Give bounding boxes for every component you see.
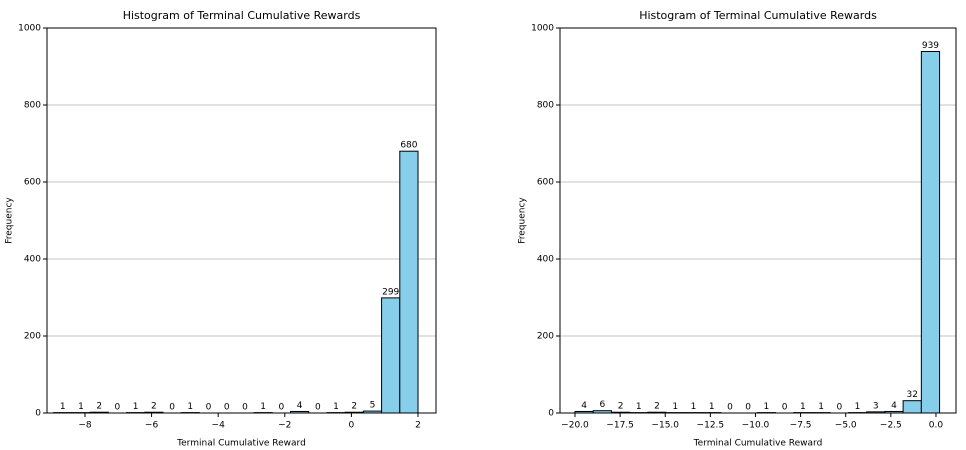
plot-frame <box>46 27 437 414</box>
data-label: 0 <box>115 403 121 413</box>
data-label: 2 <box>351 402 357 412</box>
data-label: 1 <box>78 402 84 412</box>
histogram-bar <box>920 50 941 414</box>
x-tick-label: −10.0 <box>742 421 770 431</box>
data-label: 0 <box>745 403 751 413</box>
y-tick-label: 600 <box>537 178 554 188</box>
chart-title: Histogram of Terminal Cumulative Rewards <box>639 9 877 22</box>
data-label: 1 <box>672 402 678 412</box>
data-label: 5 <box>370 401 376 411</box>
data-label: 0 <box>169 403 175 413</box>
x-tick-label: 0.0 <box>929 421 944 431</box>
x-tick-label: −15.0 <box>651 421 679 431</box>
data-label: 1 <box>260 402 266 412</box>
data-label: 1 <box>636 402 642 412</box>
x-tick-label: −2.5 <box>880 421 902 431</box>
x-tick-label: −8 <box>78 421 92 431</box>
data-label: 1 <box>800 402 806 412</box>
data-label: 1 <box>133 402 139 412</box>
histogram-bar <box>381 297 401 414</box>
data-label: 939 <box>922 41 939 51</box>
data-label: 6 <box>599 400 605 410</box>
data-label: 0 <box>242 403 248 413</box>
y-tick-label: 400 <box>24 255 41 265</box>
y-tick-label: 800 <box>537 101 554 111</box>
data-label: 2 <box>96 402 102 412</box>
data-label: 0 <box>224 403 230 413</box>
x-tick-label: −7.5 <box>790 421 812 431</box>
data-label: 4 <box>891 401 897 411</box>
y-axis-label: Frequency <box>5 197 15 244</box>
data-label: 2 <box>151 402 157 412</box>
data-label: 2 <box>654 402 660 412</box>
data-label: 680 <box>400 141 417 151</box>
x-tick-label: −17.5 <box>606 421 634 431</box>
plot-frame <box>559 27 957 414</box>
histogram-bar <box>902 400 922 414</box>
data-label: 299 <box>382 287 399 297</box>
data-label: 1 <box>333 402 339 412</box>
data-label: 1 <box>855 402 861 412</box>
x-tick-label: −12.5 <box>697 421 725 431</box>
x-tick-label: −5.0 <box>835 421 857 431</box>
data-label: 3 <box>873 401 879 411</box>
y-tick-label: 800 <box>24 101 41 111</box>
histogram-bar <box>399 150 419 414</box>
y-tick-label: 1000 <box>18 24 41 34</box>
x-tick-label: 2 <box>415 421 421 431</box>
data-label: 1 <box>818 402 824 412</box>
y-tick-label: 200 <box>24 332 41 342</box>
data-label: 2 <box>618 402 624 412</box>
data-label: 4 <box>297 401 303 411</box>
data-label: 0 <box>315 403 321 413</box>
data-label: 32 <box>907 390 918 400</box>
x-tick-label: −6 <box>145 421 159 431</box>
data-label: 0 <box>836 403 842 413</box>
data-label: 1 <box>764 402 770 412</box>
x-tick-label: −4 <box>212 421 226 431</box>
data-label: 4 <box>581 401 587 411</box>
x-tick-label: −2 <box>278 421 291 431</box>
data-label: 1 <box>60 402 66 412</box>
x-tick-label: 0 <box>349 421 355 431</box>
x-axis-label: Terminal Cumulative Reward <box>693 439 823 449</box>
data-label: 0 <box>279 403 285 413</box>
y-tick-label: 600 <box>24 178 41 188</box>
data-label: 0 <box>782 403 788 413</box>
y-tick-label: 0 <box>548 409 554 419</box>
y-tick-label: 1000 <box>531 24 554 34</box>
data-label: 0 <box>727 403 733 413</box>
data-label: 0 <box>206 403 212 413</box>
data-label: 1 <box>187 402 193 412</box>
y-axis-label: Frequency <box>518 197 528 244</box>
data-label: 1 <box>709 402 715 412</box>
x-axis-label: Terminal Cumulative Reward <box>176 439 306 449</box>
y-tick-label: 0 <box>35 409 41 419</box>
y-tick-label: 400 <box>537 255 554 265</box>
data-label: 1 <box>691 402 697 412</box>
x-tick-label: −20.0 <box>561 421 589 431</box>
y-tick-label: 200 <box>537 332 554 342</box>
chart-title: Histogram of Terminal Cumulative Rewards <box>123 9 361 22</box>
